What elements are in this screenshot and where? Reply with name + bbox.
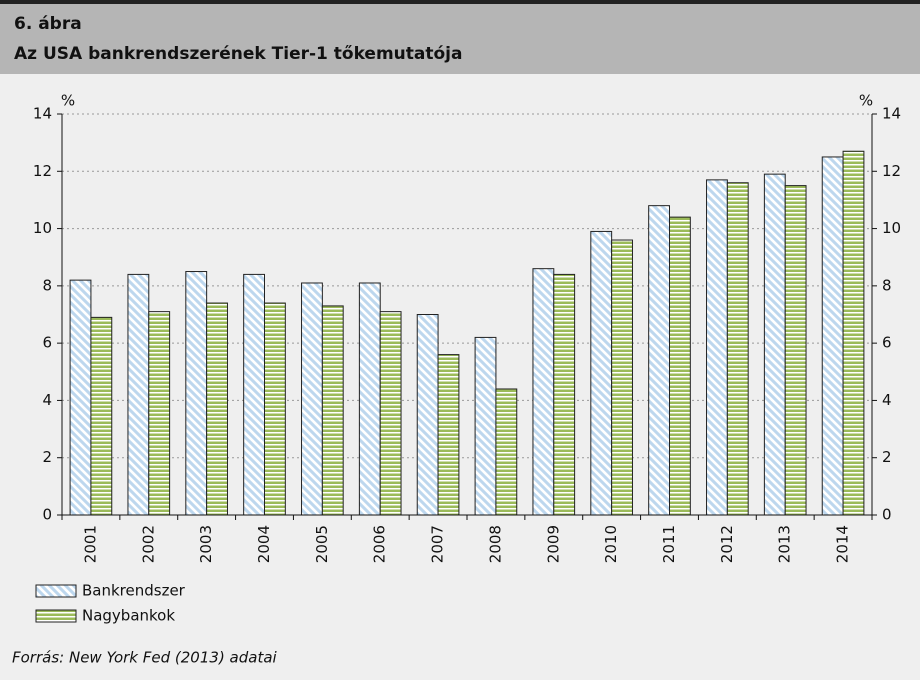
y2-tick-label: 0	[882, 506, 892, 524]
x-tick-label: 2011	[660, 525, 678, 563]
bar	[127, 273, 150, 516]
x-tick-label: 2010	[602, 525, 620, 563]
y-tick-label: 4	[42, 391, 52, 409]
legend-swatch	[35, 584, 77, 598]
x-tick-label: 2012	[718, 525, 736, 563]
y2-tick-label: 2	[882, 448, 892, 466]
bar	[590, 230, 613, 516]
bar	[416, 314, 439, 516]
x-tick-label: 2002	[139, 525, 157, 563]
bar	[553, 273, 576, 516]
y2-tick-label: 14	[882, 105, 901, 123]
bar	[379, 311, 402, 516]
y-tick-label: 6	[42, 334, 52, 352]
bar	[842, 150, 865, 516]
y-tick-label: 14	[33, 105, 52, 123]
chart-title: Az USA bankrendszerének Tier-1 tőkemutat…	[14, 44, 462, 64]
bar	[495, 388, 518, 516]
y-tick-label: 8	[42, 276, 52, 294]
bar	[69, 279, 92, 516]
y2-tick-label: 4	[882, 391, 892, 409]
source: Forrás: New York Fed (2013) adatai	[12, 649, 278, 667]
y-tick-label: 12	[33, 162, 52, 180]
y2-tick-label: 6	[882, 334, 892, 352]
title-band	[0, 4, 920, 74]
y2-unit: %	[859, 92, 873, 110]
bar	[763, 173, 786, 516]
bar	[321, 305, 344, 516]
bar	[185, 271, 208, 516]
x-tick-label: 2003	[197, 525, 215, 563]
bar	[264, 302, 286, 516]
bar	[148, 311, 171, 516]
bar	[611, 239, 633, 516]
x-tick-label: 2014	[834, 525, 852, 563]
legend-label: Nagybankok	[82, 607, 175, 625]
bar	[648, 205, 671, 516]
bar	[784, 185, 807, 516]
x-tick-label: 2006	[371, 525, 389, 563]
x-tick-label: 2008	[486, 525, 504, 563]
y-tick-label: 0	[42, 506, 52, 524]
bar	[669, 216, 691, 516]
x-tick-label: 2004	[255, 525, 273, 563]
chart-label: 6. ábra	[14, 14, 82, 34]
bar	[437, 354, 460, 516]
y2-tick-label: 12	[882, 162, 901, 180]
bar	[532, 268, 555, 516]
top-rule	[0, 0, 920, 4]
y2-tick-label: 8	[882, 276, 892, 294]
bar	[301, 282, 323, 516]
bar	[706, 179, 728, 516]
y-tick-label: 10	[33, 219, 52, 237]
bar	[474, 336, 497, 516]
bar	[726, 182, 749, 516]
x-tick-label: 2009	[544, 525, 562, 563]
bar	[90, 316, 113, 516]
bar	[358, 282, 381, 516]
bar	[243, 273, 266, 516]
x-tick-label: 2013	[776, 525, 794, 563]
y-unit: %	[61, 92, 75, 110]
y2-tick-label: 10	[882, 219, 901, 237]
x-tick-label: 2005	[313, 525, 331, 563]
legend-swatch	[35, 609, 77, 623]
x-tick-label: 2007	[429, 525, 447, 563]
x-tick-label: 2001	[81, 525, 99, 563]
y-tick-label: 2	[42, 448, 52, 466]
bar	[206, 302, 228, 516]
legend-label: Bankrendszer	[82, 582, 186, 600]
bar	[821, 156, 844, 516]
